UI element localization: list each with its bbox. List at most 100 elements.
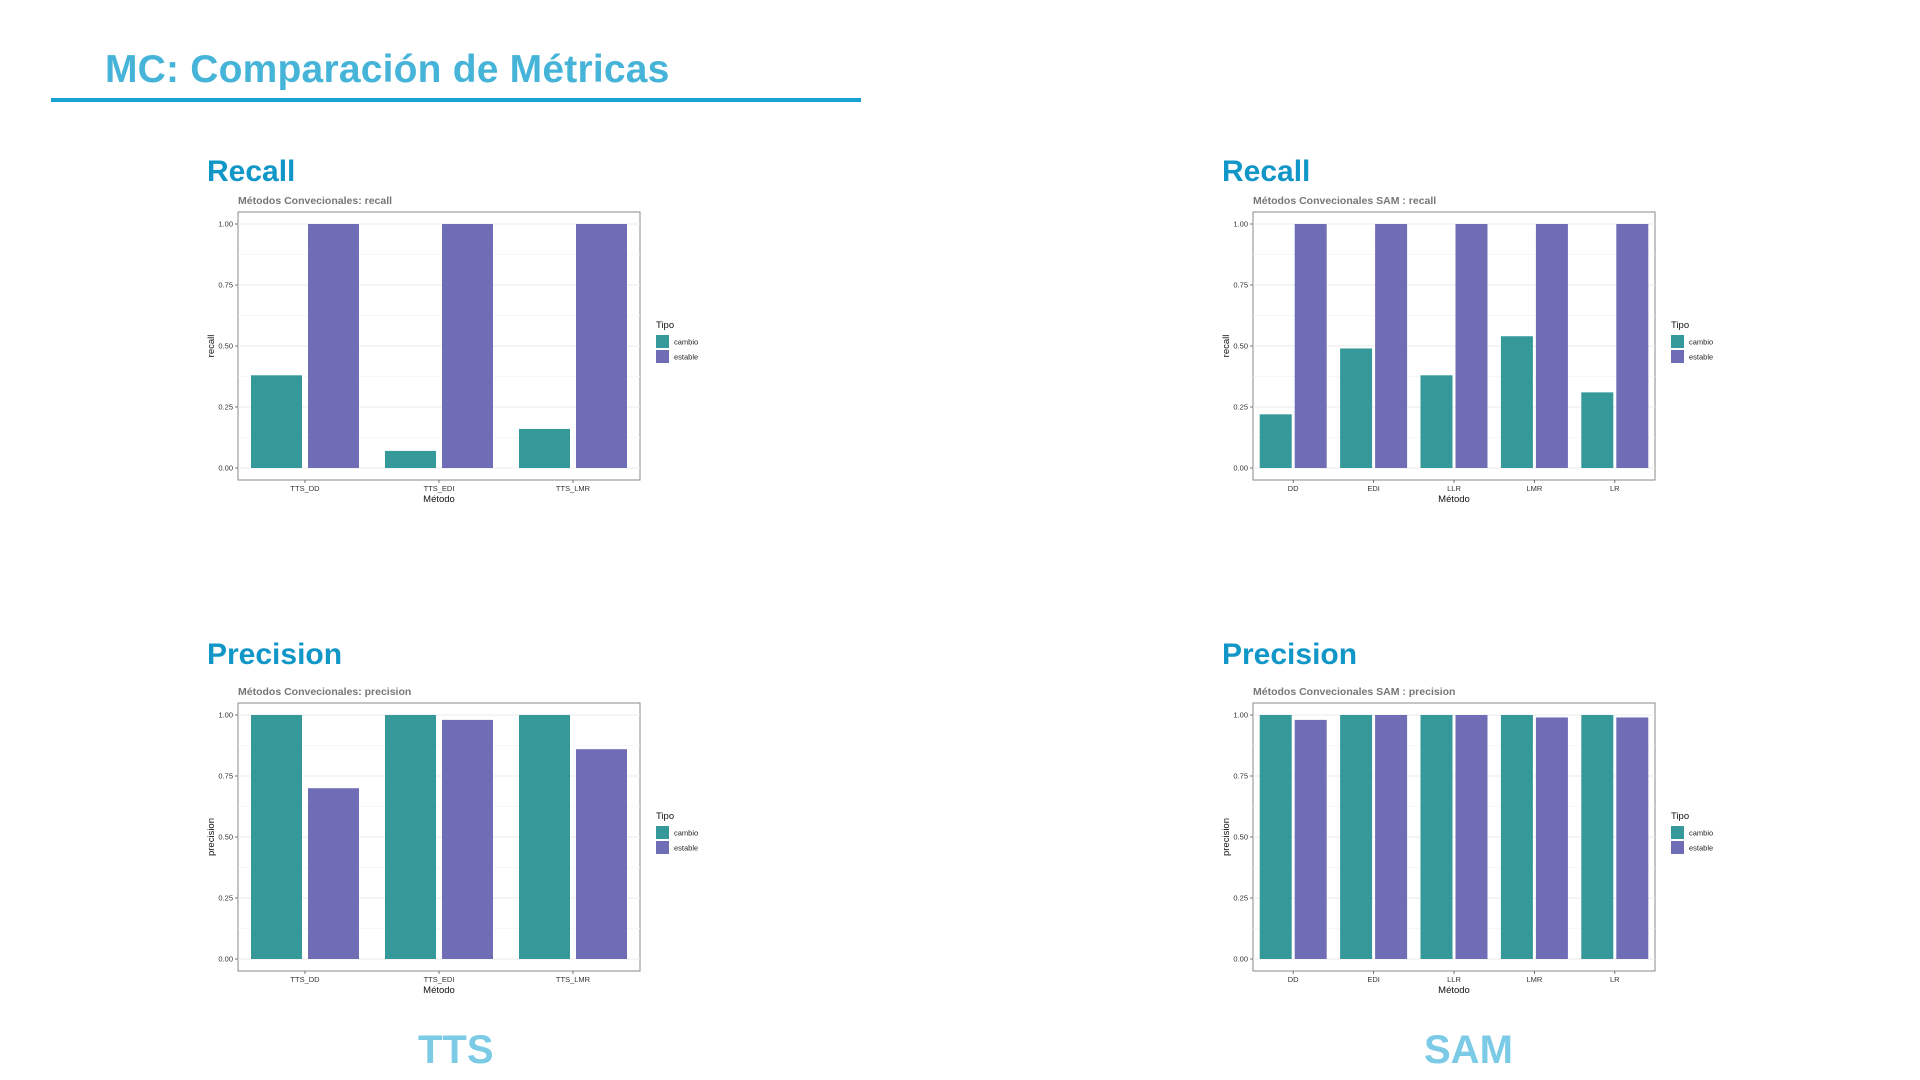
bar-cambio-tts-edi xyxy=(385,715,436,959)
bar-estable-edi xyxy=(1375,224,1408,468)
legend-title: Tipo xyxy=(656,811,674,822)
y-tick-label: 1.00 xyxy=(1233,220,1248,229)
y-tick-label: 0.25 xyxy=(1233,894,1248,903)
y-tick-label: 0.75 xyxy=(218,772,233,781)
bar-cambio-tts-dd xyxy=(251,715,302,959)
bar-estable-llr xyxy=(1455,715,1488,959)
y-tick-label: 1.00 xyxy=(218,220,233,229)
legend-label-estable: estable xyxy=(1689,844,1713,853)
bar-cambio-tts-lmr xyxy=(519,715,570,959)
bar-cambio-edi xyxy=(1340,348,1373,468)
x-tick-label: TTS_LMR xyxy=(556,975,591,984)
y-tick-label: 0.50 xyxy=(1233,833,1248,842)
y-tick-label: 0.75 xyxy=(1233,772,1248,781)
y-tick-label: 0.50 xyxy=(218,833,233,842)
bar-estable-lmr xyxy=(1535,717,1568,959)
y-tick-label: 0.75 xyxy=(1233,281,1248,290)
x-tick-label: DD xyxy=(1288,975,1299,984)
bar-estable-tts-lmr xyxy=(576,749,627,959)
legend-title: Tipo xyxy=(1671,320,1689,331)
y-tick-label: 0.00 xyxy=(1233,464,1248,473)
legend-swatch-estable xyxy=(656,350,669,363)
chart-sam-precision-svg: Métodos Convecionales SAM : precision 0.0… xyxy=(1221,686,1713,996)
x-axis-title: Método xyxy=(423,985,455,996)
bar-estable-tts-lmr xyxy=(576,224,627,468)
y-tick-label: 0.75 xyxy=(218,281,233,290)
x-tick-label: LLR xyxy=(1447,975,1461,984)
chart-title: Métodos Convecionales SAM : recall xyxy=(1253,195,1436,207)
chart-tts-precision: Métodos Convecionales: precision 0.00 0.25… xyxy=(200,683,720,996)
chart-sam-precision: Métodos Convecionales SAM : precision 0.0… xyxy=(1215,683,1735,996)
y-axis-title: precision xyxy=(1221,818,1232,856)
x-tick-label: TTS_EDI xyxy=(424,975,455,984)
legend-swatch-cambio xyxy=(1671,335,1684,348)
x-tick-label: DD xyxy=(1288,484,1299,493)
sam-precision-heading: Precision xyxy=(1222,638,1358,671)
bar-estable-lmr xyxy=(1535,224,1568,468)
chart-title: Métodos Convecionales: precision xyxy=(238,686,411,698)
legend-label-cambio: cambio xyxy=(674,829,698,838)
bar-estable-tts-dd xyxy=(308,224,359,468)
bar-cambio-lmr xyxy=(1500,715,1533,959)
bar-cambio-llr xyxy=(1420,375,1453,468)
y-tick-label: 1.00 xyxy=(1233,711,1248,720)
bar-cambio-tts-edi xyxy=(385,450,436,468)
tts-precision-heading: Precision xyxy=(207,638,343,671)
y-tick-label: 0.00 xyxy=(218,955,233,964)
bar-estable-lr xyxy=(1616,224,1649,468)
legend-label-cambio: cambio xyxy=(674,338,698,347)
legend-swatch-cambio xyxy=(656,826,669,839)
legend-swatch-estable xyxy=(656,841,669,854)
x-tick-label: TTS_DD xyxy=(290,975,320,984)
chart-tts-recall-svg: Métodos Convecionales: recall 0.00 0.25 0.5… xyxy=(206,195,698,505)
y-tick-label: 0.50 xyxy=(1233,342,1248,351)
bar-cambio-edi xyxy=(1340,715,1373,959)
chart-tts-recall: Métodos Convecionales: recall 0.00 0.25 0.5… xyxy=(200,192,720,505)
bar-cambio-lr xyxy=(1581,715,1614,959)
legend-swatch-estable xyxy=(1671,841,1684,854)
x-axis-title: Método xyxy=(1438,494,1470,505)
bar-cambio-tts-dd xyxy=(251,375,302,468)
bar-cambio-tts-lmr xyxy=(519,428,570,468)
bar-estable-tts-edi xyxy=(442,224,493,468)
y-tick-label: 0.50 xyxy=(218,342,233,351)
y-tick-label: 0.00 xyxy=(218,464,233,473)
bar-cambio-llr xyxy=(1420,715,1453,959)
x-tick-label: EDI xyxy=(1367,484,1380,493)
legend-title: Tipo xyxy=(656,320,674,331)
chart-title: Métodos Convecionales: recall xyxy=(238,195,392,207)
bar-estable-tts-dd xyxy=(308,788,359,959)
sam-recall-heading: Recall xyxy=(1222,155,1311,188)
x-tick-label: TTS_LMR xyxy=(556,484,591,493)
bar-estable-dd xyxy=(1294,224,1327,468)
legend-label-estable: estable xyxy=(674,353,698,362)
chart-tts-precision-svg: Métodos Convecionales: precision 0.00 0.25… xyxy=(206,686,698,996)
legend-label-estable: estable xyxy=(1689,353,1713,362)
y-tick-label: 0.00 xyxy=(1233,955,1248,964)
bar-estable-lr xyxy=(1616,717,1649,959)
bar-estable-edi xyxy=(1375,715,1408,959)
x-tick-label: EDI xyxy=(1367,975,1380,984)
chart-sam-recall-svg: Métodos Convecionales SAM : recall 0.00 0.… xyxy=(1221,195,1713,505)
bar-estable-llr xyxy=(1455,224,1488,468)
x-axis-title: Método xyxy=(1438,985,1470,996)
legend-title: Tipo xyxy=(1671,811,1689,822)
bar-cambio-dd xyxy=(1259,414,1292,468)
bar-estable-dd xyxy=(1294,719,1327,959)
y-tick-label: 0.25 xyxy=(218,403,233,412)
legend-label-cambio: cambio xyxy=(1689,338,1713,347)
tts-recall-heading: Recall xyxy=(207,155,296,188)
x-tick-label: LR xyxy=(1610,975,1620,984)
bar-estable-tts-edi xyxy=(442,719,493,959)
y-tick-label: 1.00 xyxy=(218,711,233,720)
bar-cambio-lmr xyxy=(1500,336,1533,468)
legend-swatch-cambio xyxy=(656,335,669,348)
y-tick-label: 0.25 xyxy=(218,894,233,903)
y-axis-title: precision xyxy=(206,818,217,856)
x-axis-title: Método xyxy=(423,494,455,505)
chart-title: Métodos Convecionales SAM : precision xyxy=(1253,686,1455,698)
y-axis-title: recall xyxy=(1221,335,1232,358)
x-tick-label: LR xyxy=(1610,484,1620,493)
chart-sam-recall: Métodos Convecionales SAM : recall 0.00 0.… xyxy=(1215,192,1735,505)
x-tick-label: LMR xyxy=(1526,484,1542,493)
